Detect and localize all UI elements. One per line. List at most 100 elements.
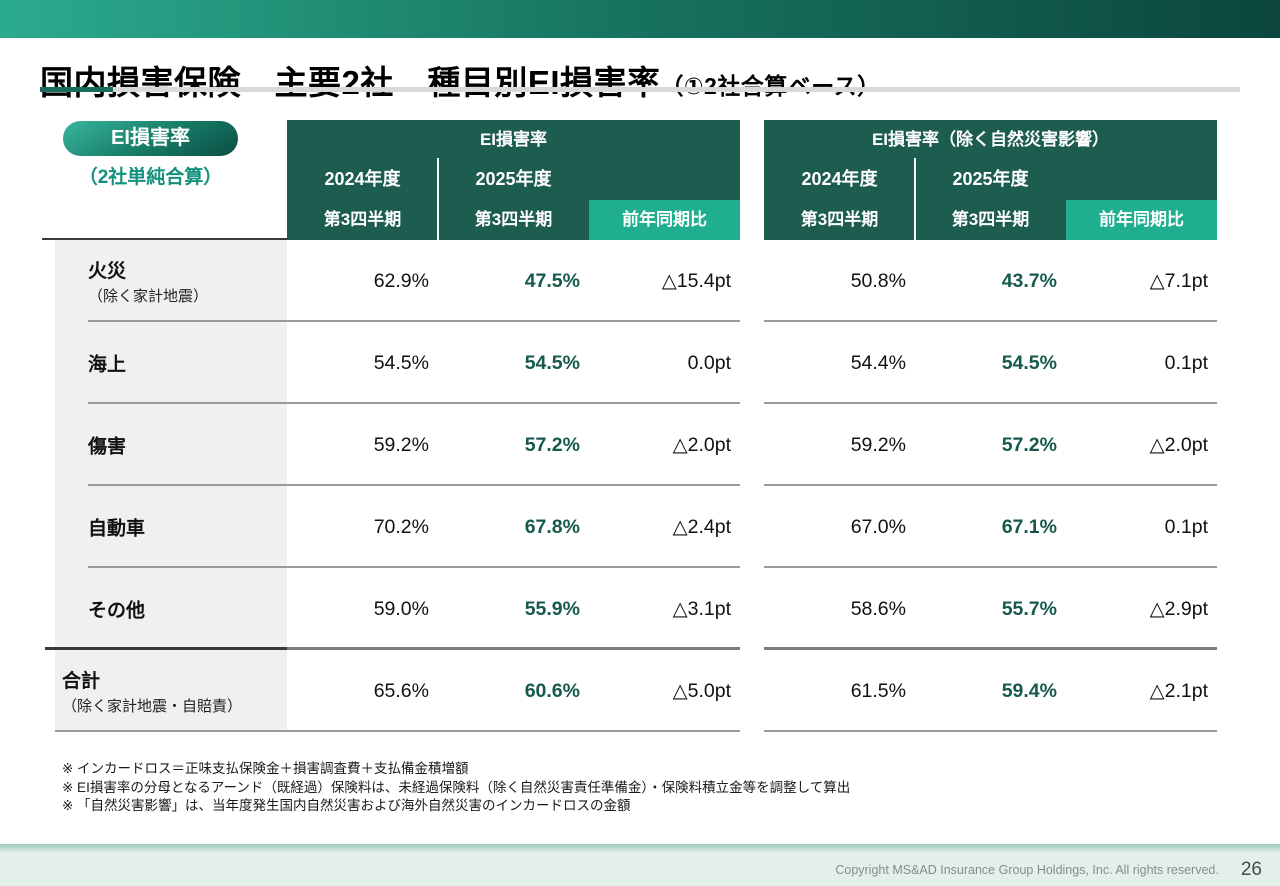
value-yoy: △7.1pt <box>1149 270 1208 292</box>
value-2024: 67.0% <box>850 516 906 538</box>
row-label-main: その他 <box>88 600 146 622</box>
label-col-top-line <box>42 238 287 240</box>
row-label-main: 自動車 <box>88 518 146 540</box>
value-2025: 67.8% <box>524 516 580 538</box>
values-right: 61.5% 59.4% △2.1pt <box>764 650 1217 732</box>
row-label-note: （除く家計地震・自賠責） <box>62 698 243 715</box>
table-row-accident: 傷害 59.2% 57.2% △2.0pt 59.2% 57.2% △2.0pt <box>0 404 1280 486</box>
page-title-main: 国内損害保険 主要2社 種目別EI損害率 <box>40 64 661 102</box>
footnote-line: ※ 「自然災害影響」は、当年度発生国内自然災害および海外自然災害のインカードロス… <box>62 798 631 813</box>
header-divider <box>914 158 916 240</box>
row-separator <box>88 402 740 404</box>
row-separator <box>764 402 1217 404</box>
table-bottom-line-left <box>55 730 740 732</box>
values-left: 59.2% 57.2% △2.0pt <box>287 404 740 486</box>
value-2024: 54.5% <box>373 352 429 374</box>
value-2025: 57.2% <box>1001 434 1057 456</box>
values-left: 54.5% 54.5% 0.0pt <box>287 322 740 404</box>
year-cell-2024: 2024年度 <box>801 169 878 189</box>
year-row-right: 2024年度 2025年度 <box>764 158 1217 200</box>
year-cell-empty <box>1066 158 1217 200</box>
page-title-sub: （①2社合算ベース） <box>661 73 881 99</box>
value-yoy: △2.0pt <box>1149 434 1208 456</box>
row-separator <box>764 320 1217 322</box>
table-header-right: EI損害率（除く自然災害影響） 2024年度 2025年度 第3四半期 第3四半… <box>764 120 1217 240</box>
value-2024: 65.6% <box>373 680 429 702</box>
title-underline <box>40 87 1240 92</box>
value-2024: 59.0% <box>373 598 429 620</box>
value-2025: 47.5% <box>524 270 580 292</box>
value-2025: 60.6% <box>524 680 580 702</box>
total-separator-right <box>764 647 1217 650</box>
period-cell-q3-2024: 第3四半期 <box>800 210 879 229</box>
table-bottom-line-right <box>764 730 1217 732</box>
row-label: 傷害 <box>88 432 126 459</box>
value-2024: 61.5% <box>850 680 906 702</box>
yoy-header-cell: 前年同期比 <box>589 200 740 240</box>
values-right: 59.2% 57.2% △2.0pt <box>764 404 1217 486</box>
row-separator <box>88 566 740 568</box>
value-yoy: 0.1pt <box>1164 516 1208 538</box>
value-2025: 54.5% <box>524 352 580 374</box>
table-row-total: 合計 （除く家計地震・自賠責） 65.6% 60.6% △5.0pt 61.5%… <box>0 650 1280 732</box>
value-2024: 54.4% <box>850 352 906 374</box>
row-label: 自動車 <box>88 514 145 541</box>
row-label-main: 海上 <box>88 354 127 376</box>
values-left: 70.2% 67.8% △2.4pt <box>287 486 740 568</box>
badge-subtitle: （2社単純合算） <box>78 167 223 188</box>
value-yoy: 0.1pt <box>1164 352 1208 374</box>
value-2024: 62.9% <box>373 270 429 292</box>
value-2024: 59.2% <box>850 434 906 456</box>
row-label: その他 <box>88 596 145 623</box>
period-row-left: 第3四半期 第3四半期 前年同期比 <box>287 200 740 240</box>
group-title-right: EI損害率（除く自然災害影響） <box>871 130 1110 149</box>
value-yoy: △3.1pt <box>672 598 731 620</box>
header-divider <box>437 158 439 240</box>
row-label-main: 傷害 <box>88 436 127 458</box>
yoy-header-cell: 前年同期比 <box>1066 200 1217 240</box>
table-header-left: EI損害率 2024年度 2025年度 第3四半期 第3四半期 前年同期比 <box>287 120 740 240</box>
value-yoy: △2.0pt <box>672 434 731 456</box>
page-number: 26 <box>1240 858 1262 880</box>
value-yoy: △2.1pt <box>1149 680 1208 702</box>
values-left: 59.0% 55.9% △3.1pt <box>287 568 740 650</box>
value-yoy: 0.0pt <box>687 352 731 374</box>
value-2025: 57.2% <box>524 434 580 456</box>
footer: Copyright MS&AD Insurance Group Holdings… <box>0 853 1280 886</box>
value-2024: 59.2% <box>373 434 429 456</box>
value-2025: 59.4% <box>1001 680 1057 702</box>
year-cell-empty <box>589 158 740 200</box>
values-right: 50.8% 43.7% △7.1pt <box>764 240 1217 322</box>
ei-loss-ratio-badge: EI損害率 <box>63 121 238 156</box>
values-left: 62.9% 47.5% △15.4pt <box>287 240 740 322</box>
footnote-line: ※ インカードロス＝正味支払保険金＋損害調査費＋支払備金積増額 <box>62 761 469 776</box>
period-cell-q3-2025: 第3四半期 <box>951 210 1030 229</box>
row-label: 合計 （除く家計地震・自賠責） <box>62 666 242 716</box>
row-label-main: 火災 <box>88 261 127 282</box>
row-label: 海上 <box>88 350 126 377</box>
total-separator-left <box>287 647 740 650</box>
year-cell-2025: 2025年度 <box>952 169 1029 189</box>
values-right: 67.0% 67.1% 0.1pt <box>764 486 1217 568</box>
total-separator-label <box>45 647 287 650</box>
table-row-fire: 火災 （除く家計地震） 62.9% 47.5% △15.4pt 50.8% 43… <box>0 240 1280 322</box>
year-cell-2024: 2024年度 <box>324 169 401 189</box>
value-yoy: △2.9pt <box>1149 598 1208 620</box>
period-row-right: 第3四半期 第3四半期 前年同期比 <box>764 200 1217 240</box>
row-separator <box>88 320 740 322</box>
title-underline-accent <box>40 87 113 92</box>
row-separator <box>764 484 1217 486</box>
value-2024: 58.6% <box>850 598 906 620</box>
row-labels-column-bg <box>55 240 287 732</box>
group-title-left: EI損害率 <box>479 130 548 149</box>
year-cell-2025: 2025年度 <box>475 169 552 189</box>
period-cell-q3-2024: 第3四半期 <box>323 210 402 229</box>
row-label-note: （除く家計地震） <box>88 288 209 305</box>
page-title: 国内損害保険 主要2社 種目別EI損害率（①2社合算ベース） <box>40 56 881 104</box>
value-2025: 67.1% <box>1001 516 1057 538</box>
copyright-text: Copyright MS&AD Insurance Group Holdings… <box>835 862 1219 877</box>
value-2024: 70.2% <box>373 516 429 538</box>
value-2024: 50.8% <box>850 270 906 292</box>
table-row-other: その他 59.0% 55.9% △3.1pt 58.6% 55.7% △2.9p… <box>0 568 1280 650</box>
